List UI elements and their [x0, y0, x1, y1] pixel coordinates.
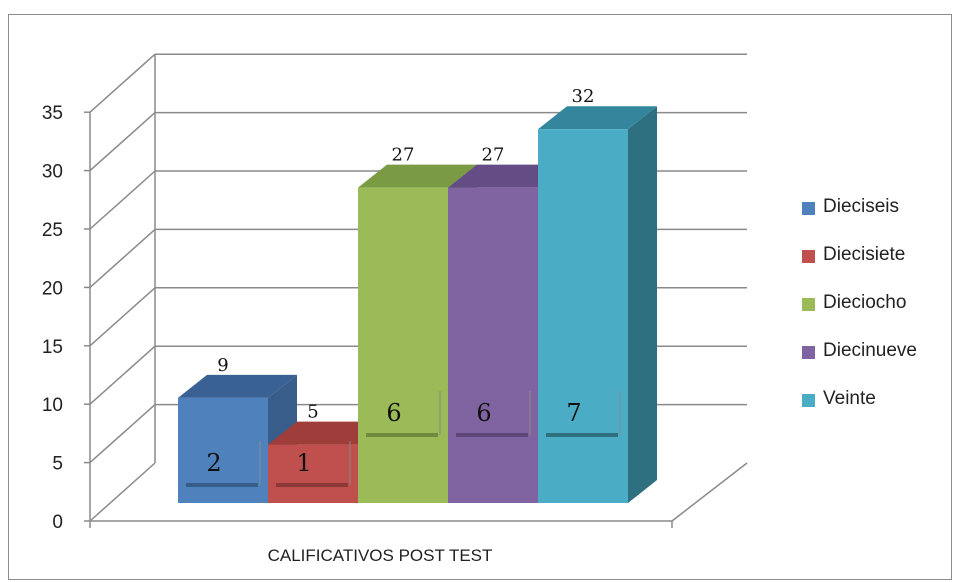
legend-swatch	[802, 346, 815, 359]
y-tick-label: 30	[42, 162, 63, 183]
gridline-diagonal	[89, 53, 156, 113]
legend-swatch	[802, 250, 815, 263]
bar-front-face	[358, 187, 448, 503]
x-axis-title: CALIFICATIVOS POST TEST	[268, 546, 493, 565]
y-tick-label: 5	[52, 454, 63, 475]
bar-front-face	[538, 129, 628, 504]
gridline-diagonal	[89, 462, 156, 522]
data-label-value: 32	[572, 86, 595, 107]
bar-top-face	[268, 421, 387, 445]
bar-top-face	[358, 164, 477, 188]
bar-side-face	[628, 106, 657, 504]
y-tick-label: 15	[42, 337, 63, 358]
data-label-inner: 7	[566, 399, 581, 427]
data-label-value: 9	[217, 355, 228, 376]
legend-label: Diecinueve	[823, 340, 917, 361]
floor-edge	[671, 462, 748, 522]
legend-swatch	[802, 394, 815, 407]
bar-front-face	[178, 397, 268, 503]
bar-top-face	[448, 164, 567, 188]
legend-label: Dieciocho	[823, 292, 907, 313]
legend-swatch	[802, 298, 815, 311]
bar-veinte	[538, 106, 657, 504]
gridline-diagonal	[89, 228, 156, 288]
bar-top-face	[178, 374, 297, 398]
data-label-inner: 6	[476, 399, 491, 427]
bars	[178, 106, 657, 504]
y-tick-label: 20	[42, 278, 63, 299]
bar-front-face	[448, 187, 538, 503]
gridline-diagonal	[89, 112, 156, 172]
legend-label: Dieciseis	[823, 196, 900, 217]
legend-label: Veinte	[823, 388, 876, 409]
bar-top-face	[538, 106, 657, 130]
data-label-value: 5	[307, 402, 318, 423]
y-tick-label: 35	[42, 103, 63, 124]
data-label-inner: 6	[386, 399, 401, 427]
y-tick-label: 10	[42, 395, 63, 416]
legend-label: Diecisiete	[823, 244, 906, 265]
y-tick-label: 25	[42, 220, 63, 241]
gridline-diagonal	[89, 170, 156, 230]
data-labels: 9 2 5 1 27 6 27 6 32 7	[186, 86, 621, 487]
gridline-diagonal	[89, 404, 156, 464]
bar-front-face	[268, 444, 358, 503]
data-label-inner: 2	[206, 449, 221, 477]
gridline-diagonal	[89, 345, 156, 405]
gridline-diagonal	[89, 287, 156, 347]
data-label-value: 27	[392, 145, 415, 166]
legend-swatch	[802, 202, 815, 215]
data-label-inner: 1	[296, 449, 311, 477]
data-label-value: 27	[482, 145, 505, 166]
y-tick-label: 0	[52, 512, 63, 533]
